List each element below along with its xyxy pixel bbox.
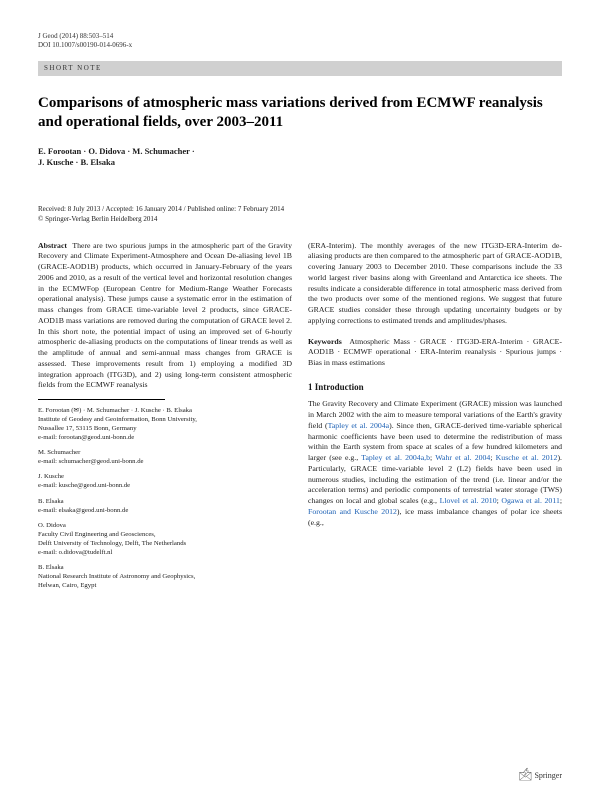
affil-email: e-mail: schumacher@geod.uni-bonn.de: [38, 457, 292, 466]
citation-link[interactable]: Forootan and Kusche 2012: [308, 507, 397, 516]
journal-line: J Geod (2014) 88:503–514: [38, 32, 562, 41]
affil-addr: Helwan, Cairo, Egypt: [38, 581, 292, 590]
publisher-name: Springer: [534, 771, 562, 780]
citation-link[interactable]: Ogawa et al. 2011: [501, 496, 559, 505]
affiliation-5: O. Didova Faculty Civil Engineering and …: [38, 521, 292, 557]
publisher-logo: 🖄 Springer: [518, 768, 562, 784]
copyright-line: © Springer-Verlag Berlin Heidelberg 2014: [38, 215, 562, 224]
paper-title: Comparisons of atmospheric mass variatio…: [38, 94, 562, 132]
citation-link[interactable]: Tapley et al. 2004a,b: [361, 453, 430, 462]
citation-link[interactable]: Llovel et al. 2010: [440, 496, 497, 505]
abstract-text: There are two spurious jumps in the atmo…: [38, 241, 292, 390]
keywords-paragraph: Keywords Atmospheric Mass · GRACE · ITG3…: [308, 337, 562, 369]
keywords-label: Keywords: [308, 337, 342, 346]
journal-header: J Geod (2014) 88:503–514 DOI 10.1007/s00…: [38, 32, 562, 51]
short-note-label: SHORT NOTE: [38, 61, 562, 76]
citation-link[interactable]: Kusche et al. 2012: [496, 453, 558, 462]
citation-link[interactable]: Wahr et al. 2004: [435, 453, 490, 462]
abstract-label: Abstract: [38, 241, 67, 250]
affil-inst: National Research Institute of Astronomy…: [38, 572, 292, 581]
abstract-paragraph: Abstract There are two spurious jumps in…: [38, 241, 292, 392]
dates-line: Received: 8 July 2013 / Accepted: 16 Jan…: [38, 205, 562, 214]
affil-names: B. Elsaka: [38, 497, 292, 506]
right-column: (ERA-Interim). The monthly averages of t…: [308, 241, 562, 596]
affiliation-4: B. Elsaka e-mail: elsaka@geod.uni-bonn.d…: [38, 497, 292, 515]
left-column: Abstract There are two spurious jumps in…: [38, 241, 292, 596]
affil-names: O. Didova: [38, 521, 292, 530]
affiliation-1: E. Forootan (✉) · M. Schumacher · J. Kus…: [38, 406, 292, 442]
affil-names: M. Schumacher: [38, 448, 292, 457]
keywords-text: Atmospheric Mass · GRACE · ITG3D-ERA-Int…: [308, 337, 562, 368]
abstract-continuation: (ERA-Interim). The monthly averages of t…: [308, 241, 562, 327]
intro-text-g: ;: [560, 496, 562, 505]
affil-inst: Institute of Geodesy and Geoinformation,…: [38, 415, 292, 424]
affiliation-3: J. Kusche e-mail: kusche@geod.uni-bonn.d…: [38, 472, 292, 490]
affiliation-divider: [38, 399, 165, 400]
affil-email: e-mail: forootan@geod.uni-bonn.de: [38, 433, 292, 442]
doi-line: DOI 10.1007/s00190-014-0696-x: [38, 41, 562, 50]
springer-icon: 🖄: [518, 769, 532, 783]
authors: E. Forootan · O. Didova · M. Schumacher …: [38, 146, 562, 169]
citation-link[interactable]: Tapley et al. 2004a: [328, 421, 390, 430]
authors-line-1: E. Forootan · O. Didova · M. Schumacher …: [38, 146, 562, 157]
authors-line-2: J. Kusche · B. Elsaka: [38, 157, 562, 168]
affil-email: e-mail: o.didova@tudelft.nl: [38, 548, 292, 557]
affil-names: J. Kusche: [38, 472, 292, 481]
affil-addr: Delft University of Technology, Delft, T…: [38, 539, 292, 548]
affil-names: E. Forootan (✉) · M. Schumacher · J. Kus…: [38, 406, 292, 415]
affil-inst: Faculty Civil Engineering and Geoscience…: [38, 530, 292, 539]
section-intro-heading: 1 Introduction: [308, 381, 562, 393]
affiliation-2: M. Schumacher e-mail: schumacher@geod.un…: [38, 448, 292, 466]
affiliation-6: B. Elsaka National Research Institute of…: [38, 563, 292, 590]
affil-names: B. Elsaka: [38, 563, 292, 572]
affil-email: e-mail: kusche@geod.uni-bonn.de: [38, 481, 292, 490]
intro-paragraph: The Gravity Recovery and Climate Experim…: [308, 399, 562, 528]
affil-addr: Nussallee 17, 53115 Bonn, Germany: [38, 424, 292, 433]
affil-email: e-mail: elsaka@geod.uni-bonn.de: [38, 506, 292, 515]
two-column-layout: Abstract There are two spurious jumps in…: [38, 241, 562, 596]
